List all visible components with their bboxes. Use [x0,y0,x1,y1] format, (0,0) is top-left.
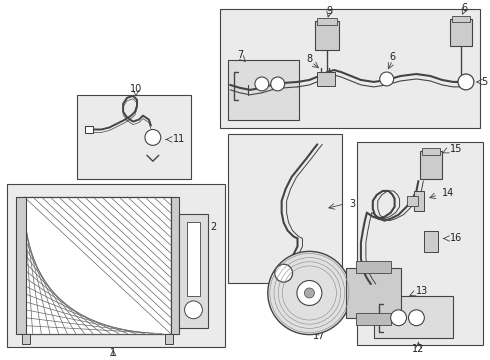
Bar [187,222,200,296]
Text: 17: 17 [313,330,325,341]
Text: 7: 7 [237,50,243,60]
Circle shape [275,264,293,282]
Text: 15: 15 [450,144,463,154]
Text: 16: 16 [450,234,463,243]
Circle shape [271,77,285,91]
Bar [22,334,30,343]
Bar [356,261,391,273]
Bar [171,197,179,334]
Text: 9: 9 [326,6,332,15]
Bar [179,214,208,328]
Circle shape [304,288,315,298]
Bar [316,21,339,50]
Circle shape [297,280,322,306]
Text: 5: 5 [481,77,487,87]
Bar [415,191,424,211]
Circle shape [391,310,407,326]
Bar [7,184,225,347]
Circle shape [409,310,424,326]
Bar [374,296,453,338]
Bar [220,9,480,127]
Circle shape [185,301,202,319]
Circle shape [145,130,161,145]
Circle shape [268,251,351,334]
Bar [24,197,171,334]
Bar [16,197,26,334]
Circle shape [380,72,393,86]
Bar [76,95,191,179]
Bar [407,196,418,206]
Text: 12: 12 [412,345,424,355]
Bar [228,60,299,120]
Bar [420,151,442,179]
Bar [228,134,342,283]
Text: 6: 6 [461,3,467,13]
Bar [452,15,470,22]
Text: 3: 3 [349,199,355,209]
Bar [346,268,400,318]
Bar [422,148,440,155]
Text: 2: 2 [210,222,217,231]
Bar [318,72,335,86]
Text: 4: 4 [305,265,312,275]
Bar [85,126,94,134]
Bar [450,18,472,46]
Bar [357,143,483,346]
Bar [318,18,337,26]
Text: 14: 14 [442,188,454,198]
Text: 8: 8 [306,54,313,64]
Text: 13: 13 [416,286,429,296]
Bar [424,230,438,252]
Text: 6: 6 [390,52,396,62]
Text: 1: 1 [110,348,116,359]
Text: 11: 11 [172,134,185,144]
Text: 10: 10 [130,84,142,94]
Bar [165,334,172,343]
Circle shape [255,77,269,91]
Bar [356,313,391,325]
Circle shape [458,74,474,90]
